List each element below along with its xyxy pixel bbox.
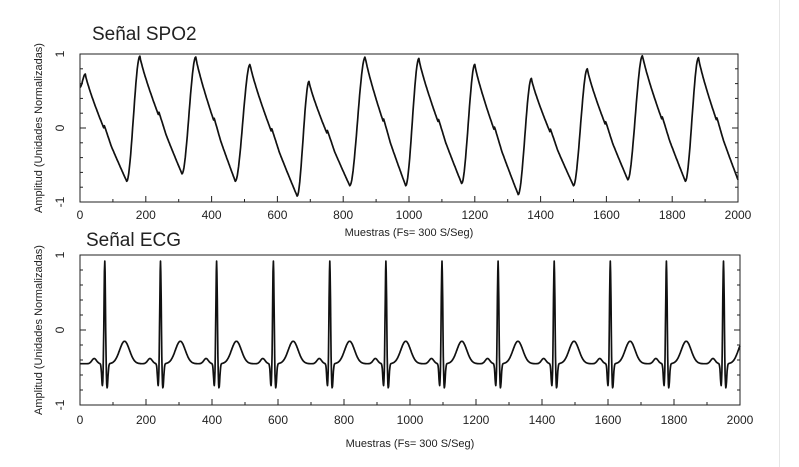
x-tick-label: 1600 [595, 413, 622, 427]
x-tick-label: 1000 [396, 208, 423, 222]
chart-title: Señal ECG [86, 230, 181, 251]
x-tick-label: 400 [202, 413, 222, 427]
x-tick-label: 800 [333, 208, 353, 222]
y-axis-title: Amplitud (Unidades Normalizadas) [33, 245, 45, 415]
y-tick-label: 1 [53, 50, 67, 57]
x-tick-label: 1400 [529, 413, 556, 427]
x-tick-label: 600 [267, 208, 287, 222]
x-tick-label: 2000 [727, 413, 754, 427]
x-tick-label: 2000 [725, 208, 752, 222]
chart-panel-2: Señal ECG 0 200 400 600 800 1000 1200 1400 1600 18… [33, 230, 754, 450]
x-tick-label: 400 [202, 208, 222, 222]
x-tick-label: 1800 [661, 413, 688, 427]
x-tick-label: 0 [77, 413, 84, 427]
x-tick-label: 600 [268, 413, 288, 427]
y-tick-label: 0 [53, 124, 67, 131]
y-tick-label: -1 [53, 196, 67, 207]
x-tick-label: 1000 [397, 413, 424, 427]
y-tick-label: -1 [53, 399, 67, 410]
chart-title: Señal SPO2 [92, 24, 197, 45]
x-tick-label: 200 [136, 208, 156, 222]
plot-frame [79, 254, 741, 406]
x-tick-label: 200 [136, 413, 156, 427]
x-tick-label: 800 [334, 413, 354, 427]
x-tick-label: 1800 [659, 208, 686, 222]
x-tick-label: 1600 [593, 208, 620, 222]
signal-trace [79, 54, 739, 197]
y-tick-label: 1 [53, 251, 67, 258]
x-axis-title: Muestras (Fs= 300 S/Seg) [346, 438, 475, 450]
x-tick-label: 1200 [461, 208, 488, 222]
y-axis-title: Amplitud (Unidades Normalizadas) [33, 43, 45, 213]
x-axis-title: Muestras (Fs= 300 S/Seg) [345, 227, 474, 239]
signal-trace [79, 260, 741, 389]
x-tick-label: 1200 [463, 413, 490, 427]
x-tick-label: 0 [77, 208, 84, 222]
x-tick-label: 1400 [527, 208, 554, 222]
page-edge-rule [779, 0, 780, 467]
y-tick-label: 0 [53, 326, 67, 333]
chart-panel-1: Señal SPO2 0 200 400 600 800 1000 1200 1400 1600 1… [33, 24, 752, 239]
